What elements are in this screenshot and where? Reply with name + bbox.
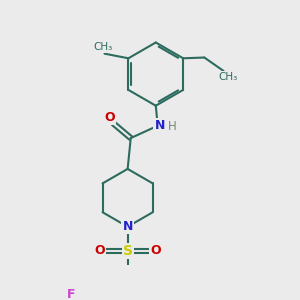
Text: H: H: [168, 120, 177, 133]
Text: O: O: [151, 244, 161, 257]
Text: F: F: [67, 288, 76, 300]
Text: N: N: [122, 220, 133, 233]
Text: CH₃: CH₃: [93, 42, 112, 52]
Text: S: S: [123, 244, 133, 258]
Text: O: O: [94, 244, 105, 257]
Text: N: N: [154, 119, 165, 132]
Text: O: O: [104, 111, 115, 124]
Text: CH₃: CH₃: [219, 72, 238, 82]
